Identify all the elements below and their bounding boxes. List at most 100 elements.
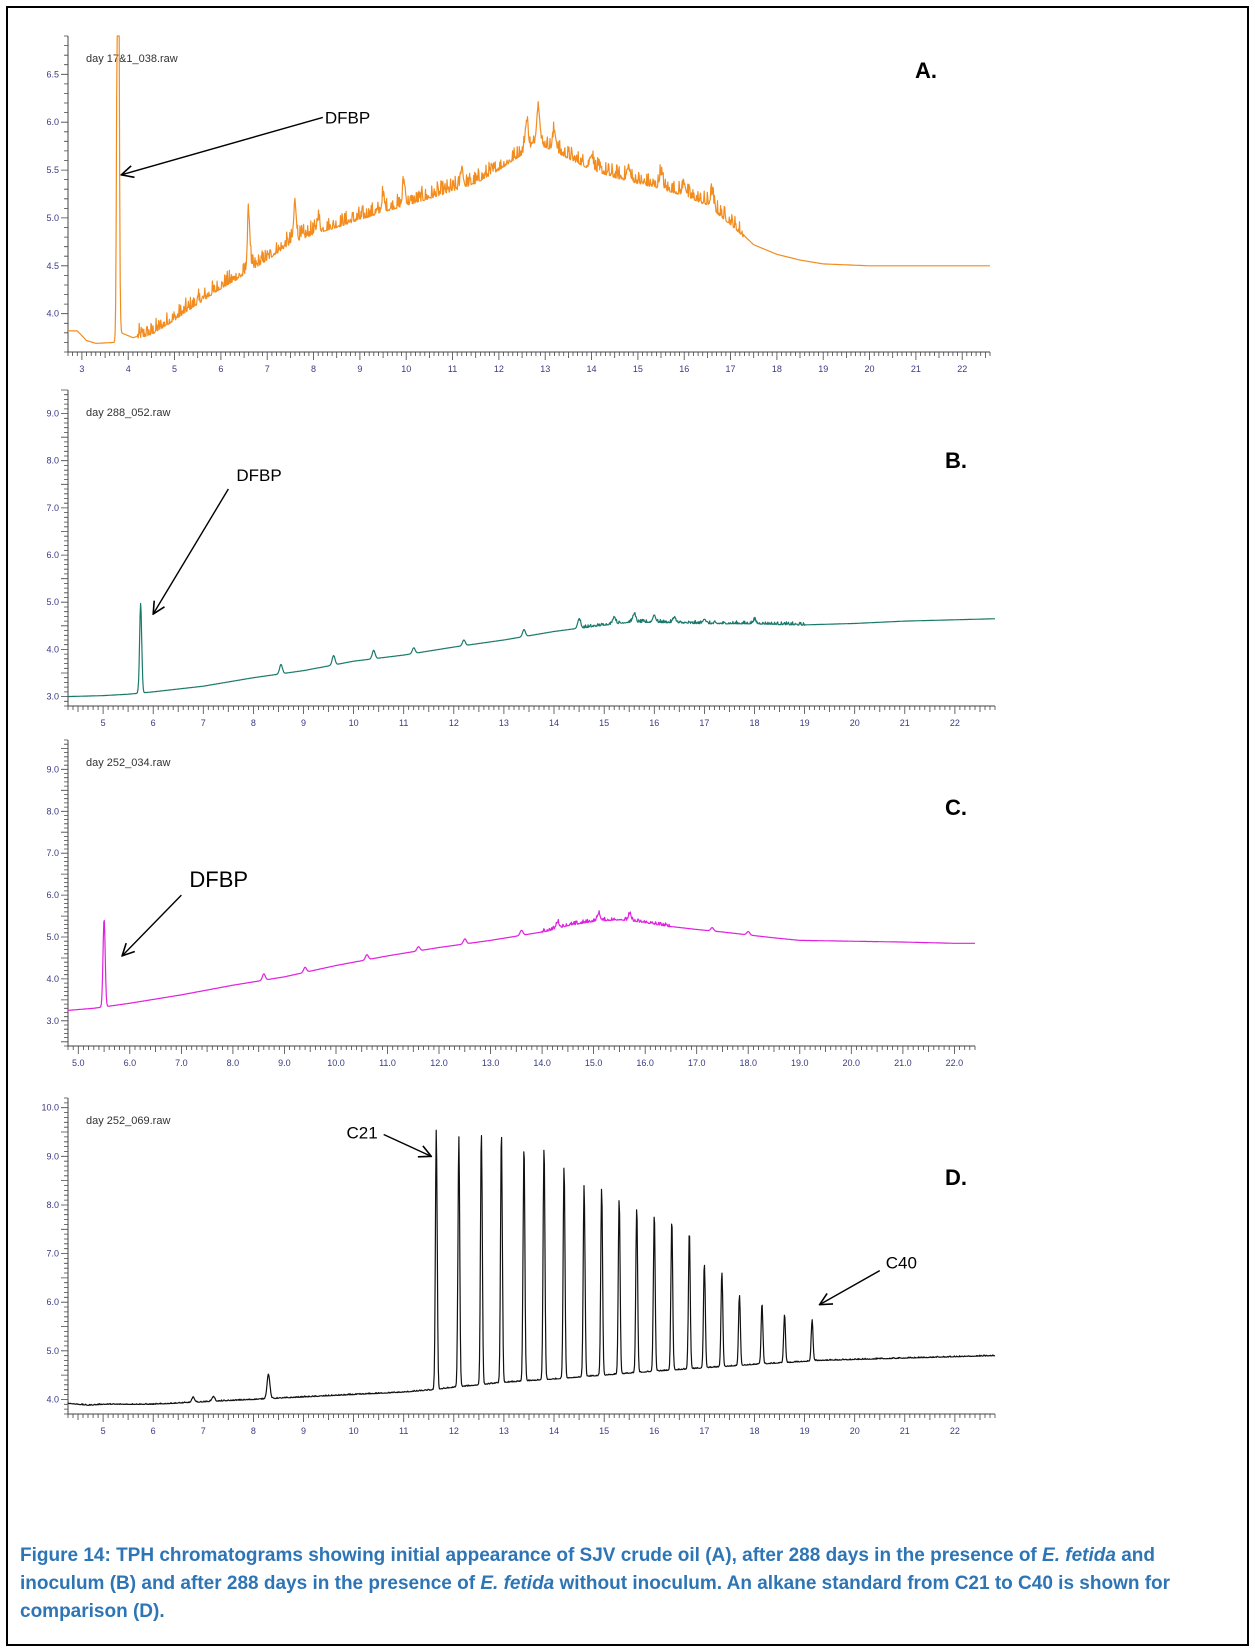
y-tick-label: 6.0 (46, 550, 59, 560)
axis-ticks (61, 739, 976, 1054)
x-tick-label: 16.0 (636, 1058, 654, 1068)
x-tick-label: 15 (599, 718, 609, 728)
x-tick-label: 6.0 (124, 1058, 137, 1068)
y-tick-label: 6.5 (46, 69, 59, 79)
x-tick-label: 10 (401, 364, 411, 374)
y-tick-label: 5.0 (46, 1346, 59, 1356)
y-tick-label: 5.5 (46, 165, 59, 175)
axis-ticks (61, 35, 991, 360)
x-tick-label: 15 (633, 364, 643, 374)
x-tick-label: 20.0 (843, 1058, 861, 1068)
x-tick-label: 19 (818, 364, 828, 374)
y-tick-label: 6.0 (46, 1297, 59, 1307)
x-tick-label: 10 (349, 718, 359, 728)
caption-species-2: E. fetida (480, 1573, 555, 1594)
x-tick-label: 11 (448, 364, 457, 374)
chromatogram-trace (67, 35, 991, 344)
x-tick-label: 16 (679, 364, 689, 374)
panel-letter: C. (945, 795, 967, 820)
figure-caption: Figure 14: TPH chromatograms showing ini… (20, 1542, 1235, 1626)
file-label: day 252_034.raw (86, 757, 170, 769)
x-tick-label: 10.0 (327, 1058, 345, 1068)
x-tick-label: 13 (540, 364, 550, 374)
chromatogram-trace (67, 1129, 996, 1406)
y-tick-label: 4.0 (46, 974, 59, 984)
y-tick-label: 8.0 (46, 1200, 59, 1210)
panel-letter: A. (915, 58, 937, 83)
x-tick-label: 11 (399, 718, 408, 728)
x-tick-label: 18.0 (739, 1058, 757, 1068)
x-tick-label: 19 (800, 1426, 810, 1436)
x-tick-label: 22 (957, 364, 967, 374)
x-tick-label: 9 (301, 1426, 306, 1436)
x-tick-label: 11.0 (379, 1058, 396, 1068)
x-tick-label: 19.0 (791, 1058, 809, 1068)
annotation-arrow (153, 488, 229, 614)
y-tick-label: 8.0 (46, 456, 59, 466)
x-tick-label: 10 (349, 1426, 359, 1436)
x-tick-label: 14.0 (533, 1058, 551, 1068)
figure-frame (6, 6, 1249, 1646)
x-tick-label: 9 (357, 364, 362, 374)
caption-text-2: and inoculum (B) and after 288 days in t… (20, 1545, 1156, 1594)
x-tick-label: 7 (265, 364, 270, 374)
x-tick-label: 16 (649, 718, 659, 728)
x-tick-label: 17.0 (688, 1058, 706, 1068)
panel-letter: D. (945, 1165, 967, 1190)
annotation-arrow (820, 1269, 881, 1305)
chromatogram-trace (67, 602, 996, 698)
x-tick-label: 19 (800, 718, 810, 728)
y-tick-label: 5.0 (46, 213, 59, 223)
x-tick-label: 8 (311, 364, 316, 374)
x-tick-label: 17 (726, 364, 736, 374)
y-tick-label: 6.0 (46, 117, 59, 127)
y-tick-label: 9.0 (46, 764, 59, 774)
chromatogram-panels: 3 4 5 6 7 8 9 10 11 12 13 14 15 16 17 18 19 20 21 22 4.0 4.5 5… (41, 35, 996, 1436)
x-tick-label: 5 (172, 364, 177, 374)
x-tick-label: 8 (251, 1426, 256, 1436)
y-tick-label: 3.0 (46, 1016, 59, 1026)
x-tick-label: 18 (749, 718, 759, 728)
x-tick-label: 6 (151, 718, 156, 728)
x-tick-label: 17 (699, 718, 709, 728)
caption-text-1: Figure 14: TPH chromatograms showing ini… (20, 1545, 1043, 1566)
chromatogram-panel-4: 5 6 7 8 9 10 11 12 13 14 15 16 17 18 19 20 21 22 4.0 5.0 6.0… (41, 1097, 996, 1436)
x-tick-label: 6 (151, 1426, 156, 1436)
x-tick-label: 13 (499, 1426, 509, 1436)
x-tick-label: 20 (865, 364, 875, 374)
x-tick-label: 20 (850, 718, 860, 728)
x-tick-label: 14 (549, 718, 559, 728)
x-tick-label: 14 (549, 1426, 559, 1436)
chromatogram-trace (67, 910, 976, 1011)
x-tick-label: 20 (850, 1426, 860, 1436)
x-tick-label: 21 (900, 718, 910, 728)
caption-text-3: without inoculum. An alkane standard fro… (20, 1573, 1171, 1622)
x-tick-label: 22 (950, 718, 960, 728)
x-tick-label: 21 (900, 1426, 910, 1436)
panel-letter: B. (945, 448, 967, 473)
chromatogram-panel-2: 5 6 7 8 9 10 11 12 13 14 15 16 17 18 19 20 21 22 3.0 4.0 5.0… (46, 389, 996, 728)
annotation-label: DFBP (236, 466, 281, 485)
y-tick-label: 6.0 (46, 890, 59, 900)
annotation-label: DFBP (325, 108, 370, 127)
x-tick-label: 11 (399, 1426, 408, 1436)
x-tick-label: 9.0 (278, 1058, 291, 1068)
y-tick-label: 9.0 (46, 1151, 59, 1161)
x-tick-label: 7.0 (175, 1058, 188, 1068)
y-tick-label: 3.0 (46, 692, 59, 702)
x-tick-label: 21 (911, 364, 921, 374)
x-tick-label: 18 (772, 364, 782, 374)
x-tick-label: 7 (201, 1426, 206, 1436)
y-tick-label: 5.0 (46, 597, 59, 607)
chromatogram-panel-3: 5.0 6.0 7.0 8.0 9.0 10.0 11.0 12.0 13.0 14.0 15.0 1… (46, 739, 976, 1068)
y-tick-label: 7.0 (46, 503, 59, 513)
annotation-label: C21 (346, 1123, 377, 1142)
x-tick-label: 8.0 (227, 1058, 240, 1068)
x-tick-label: 22.0 (946, 1058, 964, 1068)
x-tick-label: 6 (218, 364, 223, 374)
axis-ticks (61, 1097, 996, 1422)
x-tick-label: 14 (587, 364, 597, 374)
x-tick-label: 21.0 (894, 1058, 912, 1068)
x-tick-label: 15 (599, 1426, 609, 1436)
x-tick-label: 12 (449, 718, 459, 728)
